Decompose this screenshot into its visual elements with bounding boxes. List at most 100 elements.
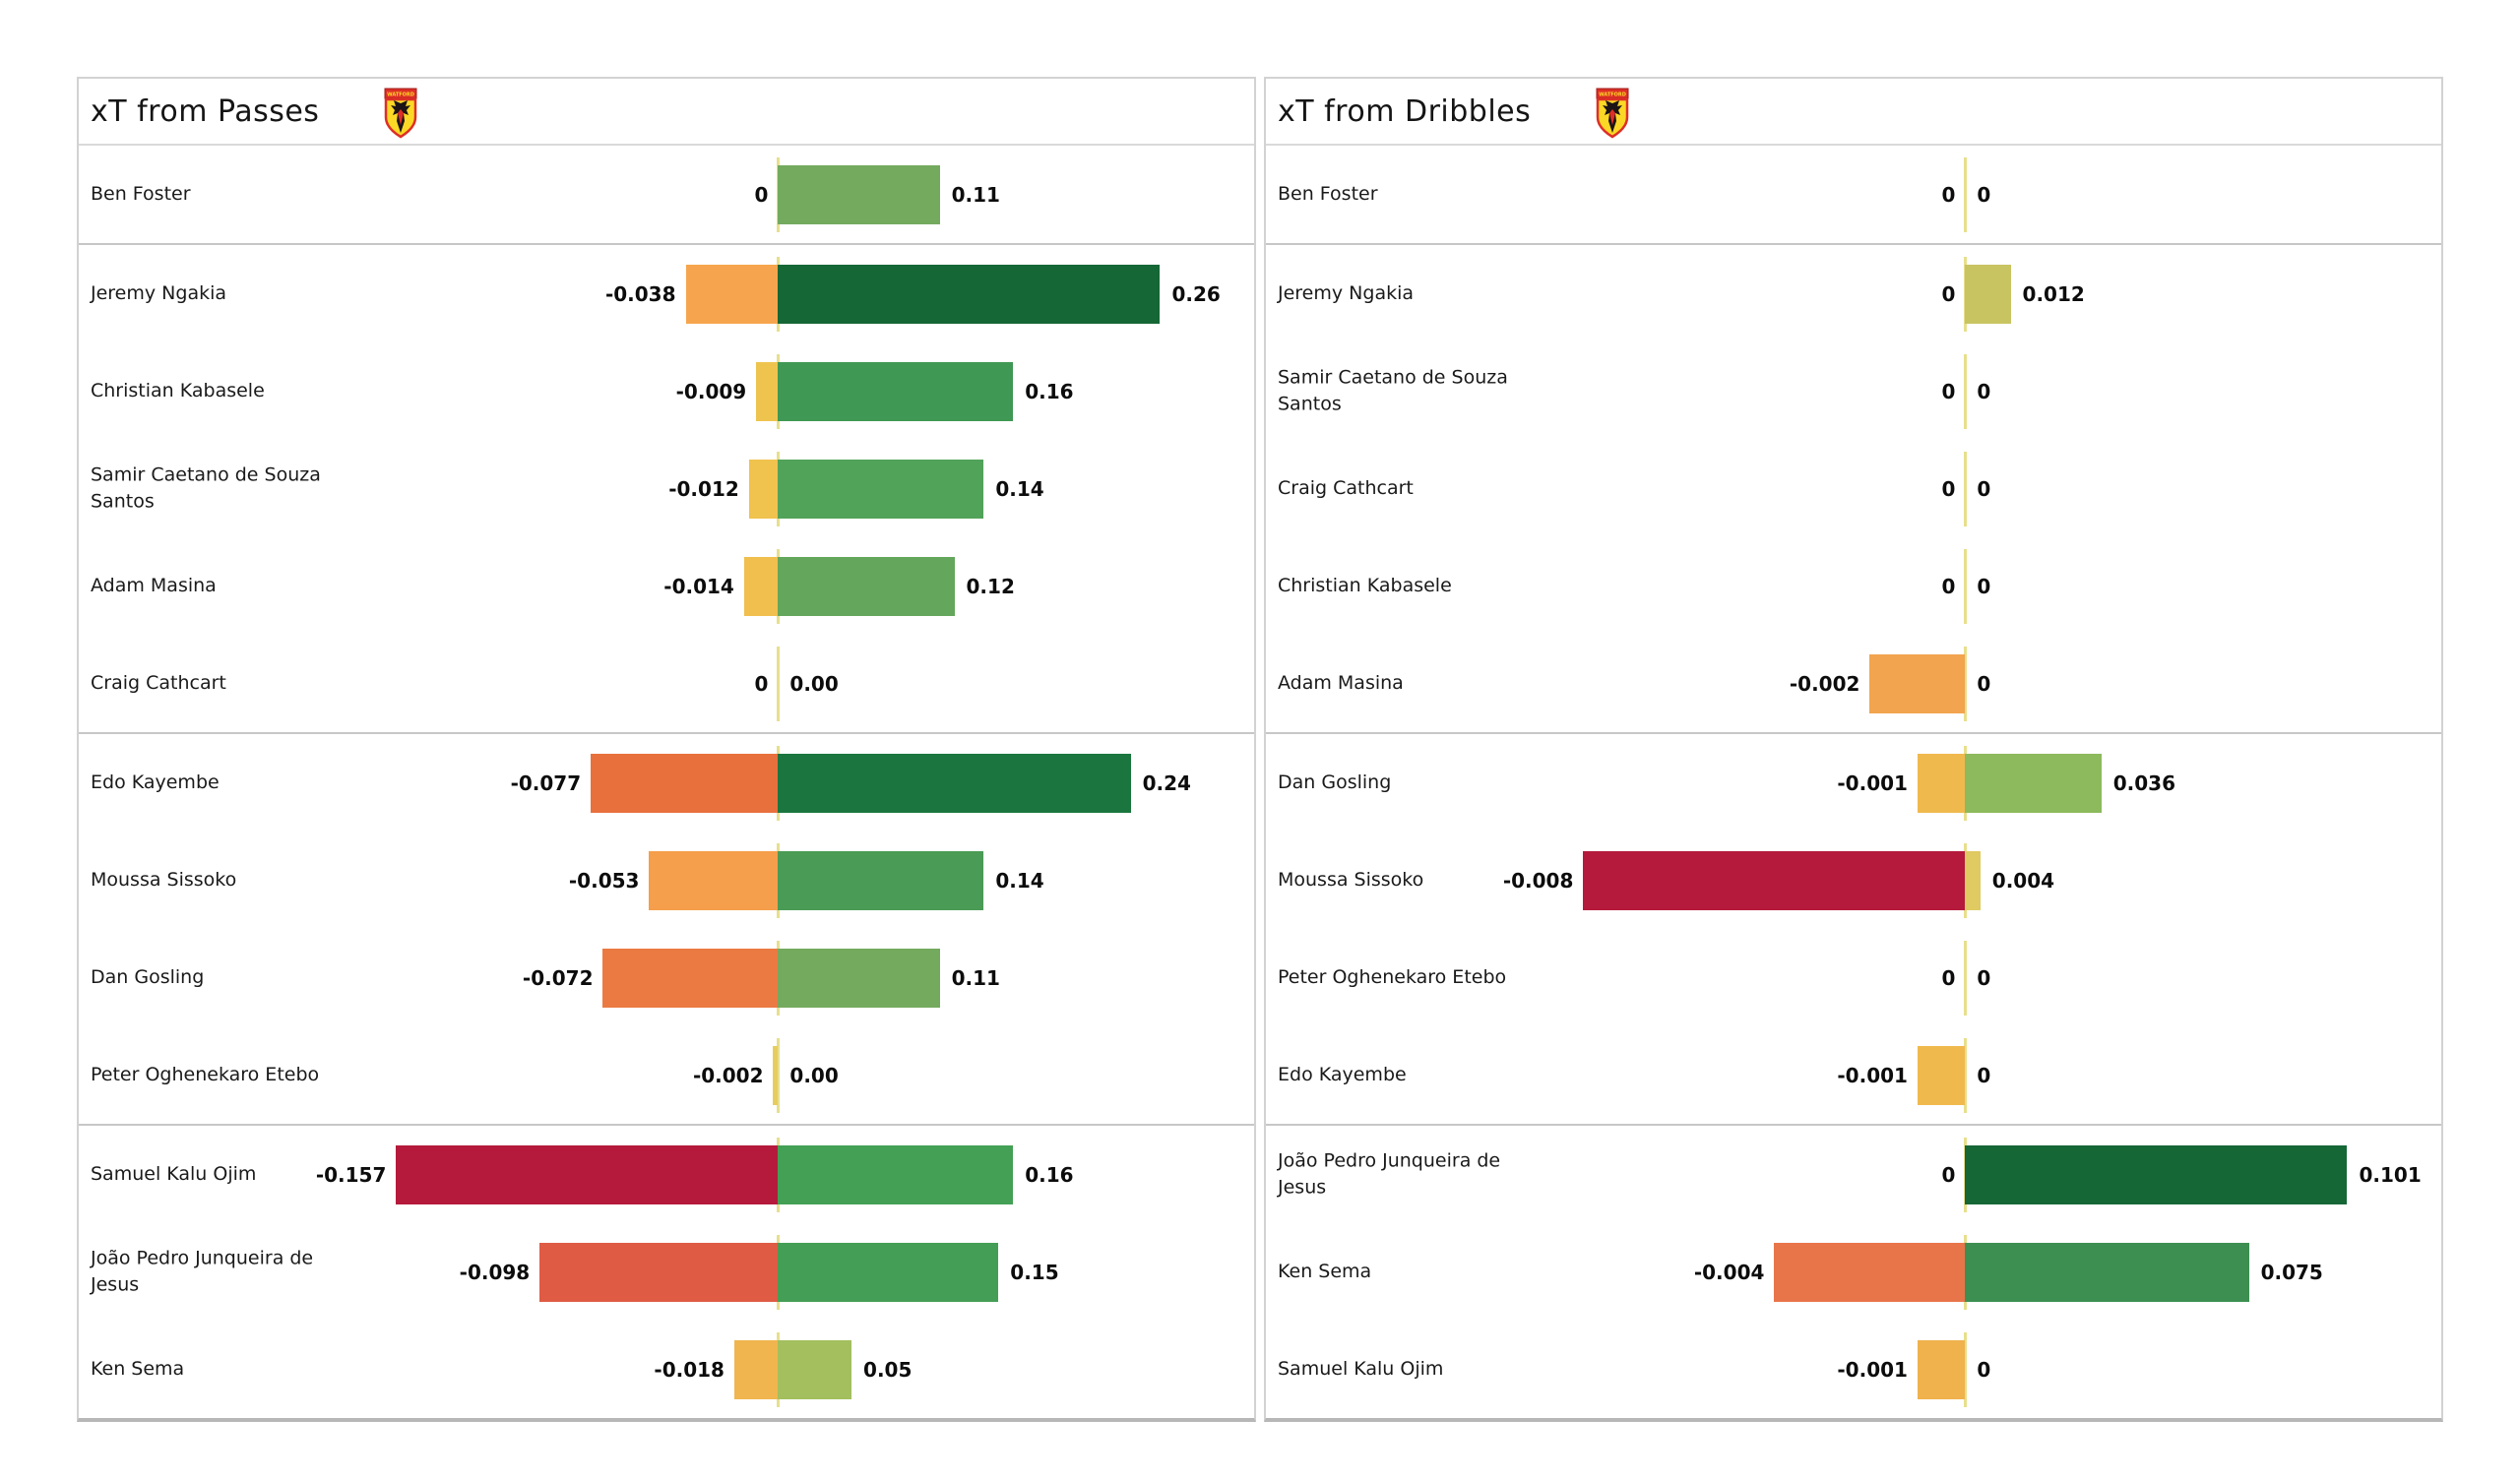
negative-bar xyxy=(748,459,779,519)
player-name: João Pedro Junqueira de Jesus xyxy=(91,1246,314,1296)
positive-value-label: 0 xyxy=(1977,1357,1991,1382)
positive-value-label: 0 xyxy=(1977,574,1991,598)
positive-bar xyxy=(778,361,1014,421)
position-group: Ben Foster 0 0.11 xyxy=(79,146,1254,245)
zero-tick xyxy=(1963,646,1967,721)
player-row: João Pedro Junqueira de Jesus -0.098 0.15 xyxy=(79,1223,1254,1321)
zero-tick xyxy=(1963,353,1967,429)
player-row: Edo Kayembe -0.001 0 xyxy=(1266,1026,2441,1124)
positive-value-label: 0.00 xyxy=(789,1063,839,1087)
positive-bar xyxy=(1965,264,2011,324)
positive-bar xyxy=(778,459,984,519)
negative-value-label: -0.053 xyxy=(568,868,640,893)
player-name: Craig Cathcart xyxy=(1278,476,1414,499)
negative-bar xyxy=(733,1339,779,1399)
player-name: Ken Sema xyxy=(1278,1260,1372,1282)
negative-value-label: -0.001 xyxy=(1837,771,1908,795)
zero-tick xyxy=(1963,1331,1967,1407)
zero-tick xyxy=(1963,940,1967,1016)
player-row: Ben Foster 0 0 xyxy=(1266,146,2441,243)
negative-value-label: -0.001 xyxy=(1837,1063,1908,1087)
panel-header: xT from Dribbles WATFORD xyxy=(1266,79,2441,146)
negative-value-label: 0 xyxy=(1941,965,1956,990)
negative-value-label: 0 xyxy=(1941,476,1956,501)
panel-title: xT from Dribbles xyxy=(1278,93,1532,129)
player-row: João Pedro Junqueira de Jesus 0 0.101 xyxy=(1266,1126,2441,1223)
player-name: Edo Kayembe xyxy=(91,771,220,793)
player-name: Dan Gosling xyxy=(91,965,205,988)
position-group: Dan Gosling -0.001 0.036 Moussa Sissoko -0.0… xyxy=(1266,734,2441,1126)
player-name: Jeremy Ngakia xyxy=(1278,281,1415,304)
zero-tick xyxy=(776,1037,780,1113)
negative-bar xyxy=(396,1144,779,1204)
player-row: Peter Oghenekaro Etebo -0.002 0.00 xyxy=(79,1026,1254,1124)
negative-value-label: -0.002 xyxy=(692,1063,764,1087)
positive-value-label: 0.16 xyxy=(1025,379,1074,403)
positive-value-label: 0 xyxy=(1977,476,1991,501)
positive-bar xyxy=(778,1242,999,1302)
positive-bar xyxy=(778,264,1161,324)
negative-bar xyxy=(539,1242,779,1302)
player-row: Samuel Kalu Ojim -0.001 0 xyxy=(1266,1321,2441,1418)
zero-tick xyxy=(1963,156,1967,232)
positive-value-label: 0.12 xyxy=(966,574,1015,598)
negative-value-label: -0.072 xyxy=(522,965,594,990)
positive-value-label: 0.11 xyxy=(951,182,1000,207)
negative-value-label: 0 xyxy=(1941,182,1956,207)
positive-value-label: 0.05 xyxy=(863,1357,913,1382)
position-group: Jeremy Ngakia 0 0.012 Samir Caetano de Souz… xyxy=(1266,245,2441,734)
positive-value-label: 0.14 xyxy=(995,476,1044,501)
watford-badge-icon: WATFORD xyxy=(380,88,421,143)
negative-value-label: -0.012 xyxy=(668,476,739,501)
negative-bar xyxy=(743,556,779,616)
player-name: Ken Sema xyxy=(91,1357,185,1380)
player-row: Samuel Kalu Ojim -0.157 0.16 xyxy=(79,1126,1254,1223)
positive-bar xyxy=(778,753,1131,813)
player-name: Christian Kabasele xyxy=(91,379,265,401)
chart-panel: xT from Passes WATFORD Ben Foster 0 0.11 Jere… xyxy=(77,77,1256,1422)
positive-value-label: 0 xyxy=(1977,1063,1991,1087)
player-row: Christian Kabasele 0 0 xyxy=(1266,537,2441,635)
position-group: Ben Foster 0 0 xyxy=(1266,146,2441,245)
positive-value-label: 0.012 xyxy=(2022,281,2085,306)
panel-header: xT from Passes WATFORD xyxy=(79,79,1254,146)
player-row: Craig Cathcart 0 0 xyxy=(1266,440,2441,537)
positive-value-label: 0.075 xyxy=(2260,1260,2323,1284)
player-name: João Pedro Junqueira de Jesus xyxy=(1278,1148,1501,1199)
negative-bar xyxy=(773,1045,779,1105)
positive-value-label: 0.15 xyxy=(1010,1260,1059,1284)
positive-value-label: 0.16 xyxy=(1025,1162,1074,1187)
positive-value-label: 0 xyxy=(1977,182,1991,207)
positive-value-label: 0.00 xyxy=(789,671,839,696)
positive-bar xyxy=(1965,1144,2348,1204)
zero-tick xyxy=(1963,548,1967,624)
position-group: Jeremy Ngakia -0.038 0.26 Christian Kabasel… xyxy=(79,245,1254,734)
position-group: Samuel Kalu Ojim -0.157 0.16 João Pedro Jun… xyxy=(79,1126,1254,1418)
position-group: João Pedro Junqueira de Jesus 0 0.101 Ken S… xyxy=(1266,1126,2441,1418)
svg-text:WATFORD: WATFORD xyxy=(388,92,415,98)
position-group: Edo Kayembe -0.077 0.24 Moussa Sissoko -0.05… xyxy=(79,734,1254,1126)
positive-bar xyxy=(778,850,984,910)
player-name: Adam Masina xyxy=(91,574,217,596)
player-name: Peter Oghenekaro Etebo xyxy=(1278,965,1507,988)
zero-tick xyxy=(1963,451,1967,526)
negative-value-label: -0.004 xyxy=(1693,1260,1765,1284)
positive-bar xyxy=(778,164,940,224)
player-name: Edo Kayembe xyxy=(1278,1063,1407,1085)
player-name: Peter Oghenekaro Etebo xyxy=(91,1063,320,1085)
positive-value-label: 0 xyxy=(1977,965,1991,990)
negative-value-label: -0.001 xyxy=(1837,1357,1908,1382)
negative-value-label: -0.018 xyxy=(654,1357,724,1382)
positive-bar xyxy=(778,1144,1014,1204)
negative-value-label: 0 xyxy=(1941,574,1956,598)
negative-bar xyxy=(1917,1045,1966,1105)
positive-value-label: 0 xyxy=(1977,379,1991,403)
positive-bar xyxy=(778,1339,852,1399)
negative-bar xyxy=(685,264,779,324)
positive-value-label: 0.101 xyxy=(2359,1162,2422,1187)
svg-text:WATFORD: WATFORD xyxy=(1599,92,1626,98)
player-row: Dan Gosling -0.072 0.11 xyxy=(79,929,1254,1026)
negative-value-label: 0 xyxy=(754,182,769,207)
negative-bar xyxy=(591,753,779,813)
positive-bar xyxy=(1965,1242,2249,1302)
